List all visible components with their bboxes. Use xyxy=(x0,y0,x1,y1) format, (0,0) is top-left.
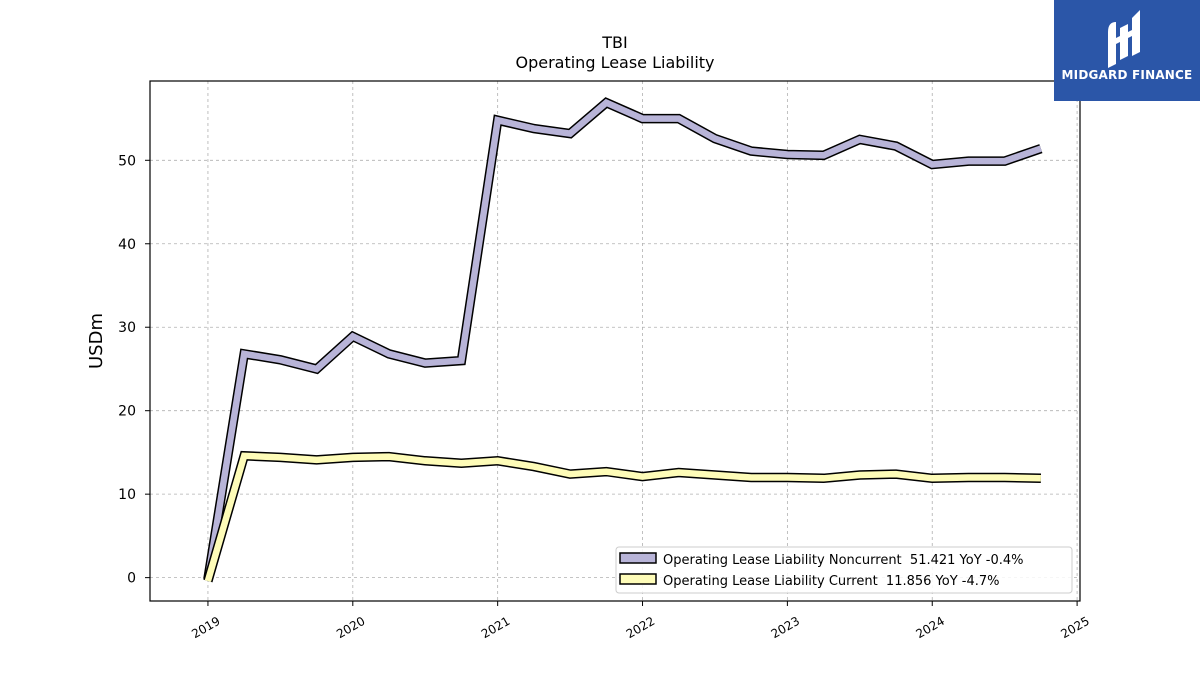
y-tick-label: 20 xyxy=(118,404,136,420)
series-outline-operating-lease-liability-noncurrent xyxy=(203,97,1043,581)
series-line-operating-lease-liability-noncurrent xyxy=(204,98,1042,580)
y-tick-label: 10 xyxy=(118,487,136,503)
legend-label-current: Operating Lease Liability Current 11.856… xyxy=(663,574,1000,589)
legend-swatch-noncurrent xyxy=(619,552,657,564)
x-tick-label: 2024 xyxy=(914,614,947,641)
series-layer xyxy=(203,97,1043,583)
x-tick-label: 2021 xyxy=(479,614,512,641)
y-tick-label: 30 xyxy=(118,320,136,336)
chart-title: TBI xyxy=(601,33,627,52)
y-axis-label: USDm xyxy=(86,313,107,369)
x-tick-label: 2023 xyxy=(769,614,802,641)
x-tick-label: 2019 xyxy=(189,614,222,641)
x-tick-label: 2022 xyxy=(624,614,657,641)
legend-label-noncurrent: Operating Lease Liability Noncurrent 51.… xyxy=(663,553,1024,568)
legend-box xyxy=(615,546,1073,594)
series-line-operating-lease-liability-current xyxy=(204,452,1041,582)
x-tick-label: 2025 xyxy=(1058,614,1091,641)
chart-subtitle: Operating Lease Liability xyxy=(515,53,714,72)
brand-logo: MIDGARD FINANCE xyxy=(1054,0,1200,101)
legend: Operating Lease Liability Noncurrent 51.… xyxy=(615,546,1073,594)
midgard-logo-icon xyxy=(1108,10,1140,68)
plot-frame xyxy=(149,80,1081,602)
x-tick-label: 2020 xyxy=(334,614,367,641)
y-tick-label: 0 xyxy=(127,571,136,587)
brand-name: MIDGARD FINANCE xyxy=(1061,68,1193,82)
legend-swatch-current xyxy=(619,573,657,585)
y-tick-label: 40 xyxy=(118,237,136,253)
y-tick-label: 50 xyxy=(118,153,136,169)
